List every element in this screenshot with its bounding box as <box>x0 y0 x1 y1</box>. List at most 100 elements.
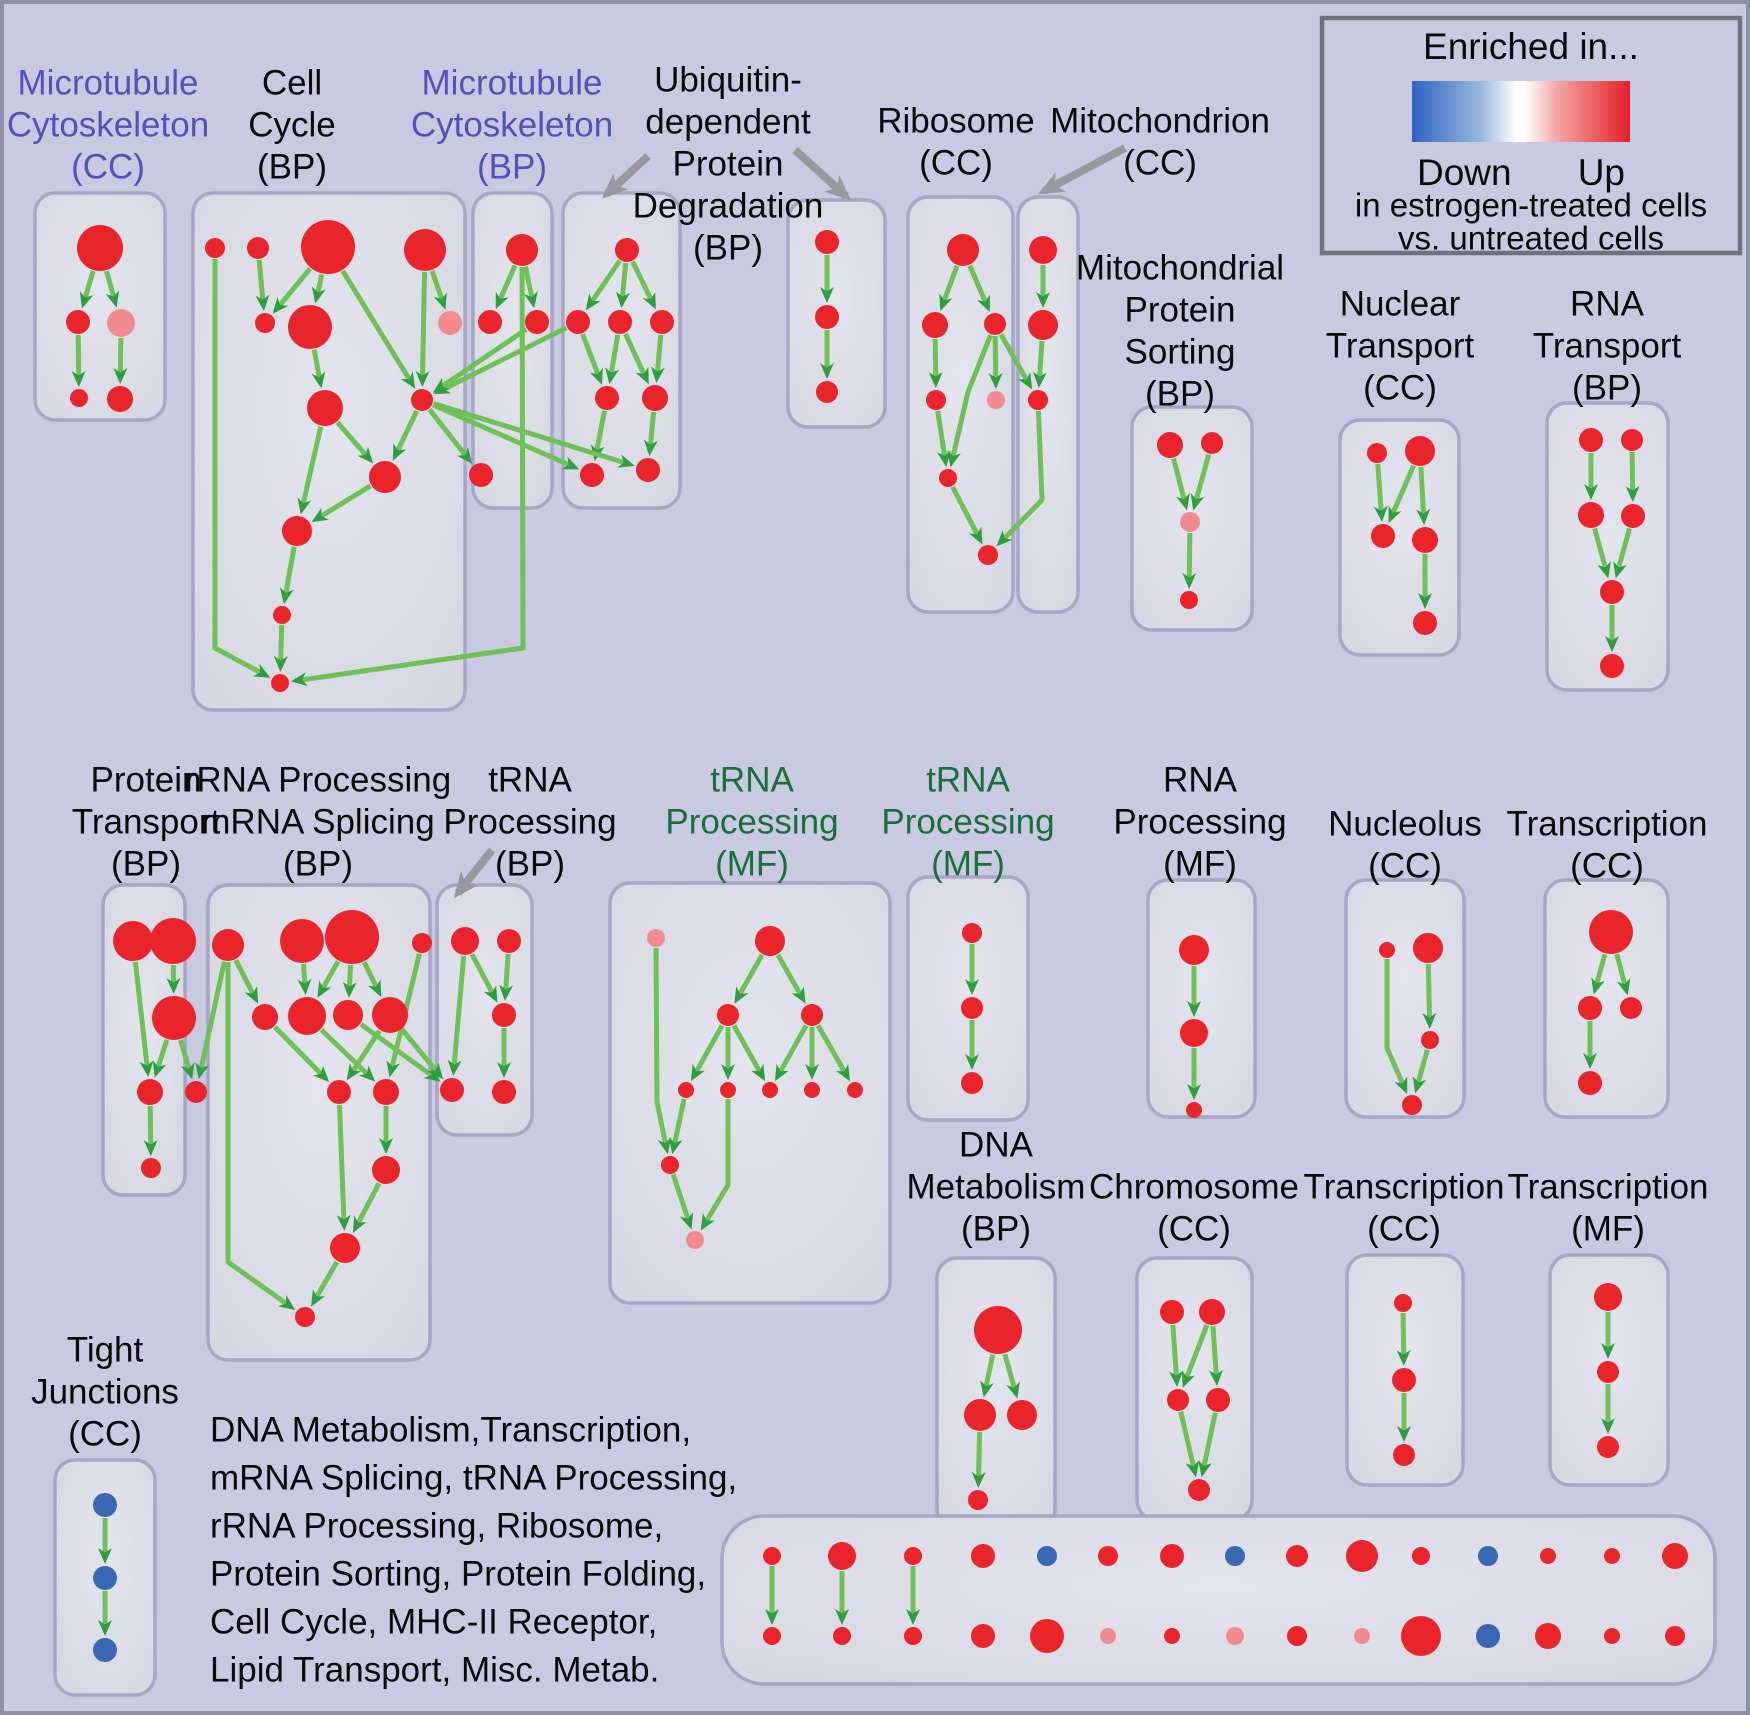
go-term-node <box>815 305 839 329</box>
edge-arrow <box>1614 953 1631 996</box>
collapsed-groups-note: Protein Sorting, Protein Folding, <box>210 1554 706 1593</box>
edge-arrow <box>1422 963 1437 1030</box>
edge-arrow <box>79 270 96 309</box>
go-term-node <box>255 313 275 333</box>
go-term-node <box>1186 1102 1202 1118</box>
edge-arrow <box>1396 1312 1411 1367</box>
go-term-node <box>1160 1544 1184 1568</box>
legend-up-label: Up <box>1578 152 1625 193</box>
go-term-node <box>1179 935 1209 965</box>
go-term-node <box>1346 1540 1378 1572</box>
label-ubiquitin-dependent-protein-degradation-bp: dependent <box>645 102 811 141</box>
label-trna-processing-mf-large: Processing <box>665 802 838 841</box>
edge-arrow <box>311 1260 340 1307</box>
edge-arrow <box>775 953 806 1004</box>
edge-arrow <box>400 1028 444 1080</box>
label-rna-transport-bp: (BP) <box>1572 368 1642 407</box>
go-term-node <box>1578 1071 1602 1095</box>
go-term-node <box>1413 933 1443 963</box>
edge-arrow <box>1171 457 1190 511</box>
label-mitochondrial-protein-sorting-bp: (BP) <box>1145 374 1215 413</box>
go-term-node <box>66 310 90 334</box>
edge-arrow <box>1625 451 1640 503</box>
go-term-node <box>1402 1095 1422 1115</box>
label-dna-metabolism-bp: Metabolism <box>907 1167 1086 1206</box>
edge-arrow <box>143 1105 158 1157</box>
go-term-node <box>686 1231 704 1249</box>
go-term-node <box>451 927 479 955</box>
go-term-node <box>288 997 326 1035</box>
group-box-nuclear-transport-cc <box>1338 418 1461 657</box>
go-term-node <box>636 458 660 482</box>
edge-arrow <box>971 1431 986 1489</box>
edge-arrow <box>317 960 341 998</box>
go-term-node <box>1412 1547 1430 1565</box>
label-tight-junctions-cc: Tight <box>67 1330 144 1369</box>
go-term-node <box>330 1233 360 1263</box>
go-term-node <box>307 390 343 426</box>
go-term-node <box>1393 1444 1415 1466</box>
label-rna-transport-bp: Transport <box>1533 326 1682 365</box>
go-term-node <box>271 674 289 692</box>
go-term-node <box>1578 996 1602 1020</box>
label-transcription-cc-bottom: Transcription <box>1304 1167 1505 1206</box>
go-term-node <box>580 463 604 487</box>
go-term-node <box>1354 1628 1370 1644</box>
go-term-node <box>1604 1548 1620 1564</box>
label-nucleolus-cc: (CC) <box>1368 846 1442 885</box>
label-rrna-processing-mrna-splicing-bp: mRNA Splicing <box>201 802 434 841</box>
callout-pointer-arrow-icon <box>601 153 651 199</box>
go-term-node <box>1180 591 1198 609</box>
collapsed-groups-note: rRNA Processing, Ribosome, <box>210 1506 663 1545</box>
edge-arrow <box>273 1025 330 1083</box>
edge-arrow <box>653 947 672 1155</box>
go-term-node <box>984 313 1006 335</box>
go-term-node <box>971 1624 995 1648</box>
edge-arrow <box>643 411 658 457</box>
go-term-node <box>295 1307 315 1327</box>
edge-arrow <box>950 485 983 545</box>
label-mitochondrion-cc: (CC) <box>1123 143 1197 182</box>
label-ubiquitin-dependent-protein-degradation-bp: Ubiquitin- <box>654 60 802 99</box>
go-term-node <box>440 1078 464 1102</box>
edge-arrow <box>152 1039 170 1078</box>
go-term-node <box>1597 1436 1619 1458</box>
label-protein-transport-bp: (BP) <box>111 844 181 883</box>
edge-arrow <box>1613 527 1632 579</box>
edge-arrow <box>233 958 259 1004</box>
go-term-node <box>642 385 668 411</box>
go-term-node <box>404 229 446 271</box>
edge-arrow <box>340 269 416 389</box>
label-trna-processing-bp: tRNA <box>488 760 572 799</box>
go-term-node <box>1620 997 1642 1019</box>
edge-arrow <box>996 410 1045 547</box>
label-cell-cycle-bp: (BP) <box>257 147 327 186</box>
go-term-node <box>615 238 639 262</box>
label-nucleolus-cc: Nucleolus <box>1328 804 1482 843</box>
label-nuclear-transport-cc: (CC) <box>1363 368 1437 407</box>
edge-arrow <box>1384 959 1408 1095</box>
edge-arrow <box>290 266 526 687</box>
edge-arrow <box>523 266 538 309</box>
edge-arrow <box>132 961 154 1078</box>
go-term-node <box>804 1082 820 1098</box>
legend-title: Enriched in... <box>1423 26 1639 67</box>
callout-pointer-arrow-icon <box>792 147 852 201</box>
go-term-node <box>372 997 408 1033</box>
go-term-node <box>373 1079 399 1105</box>
label-rna-processing-mf: RNA <box>1163 760 1238 799</box>
group-box-rna-processing-mf <box>1146 878 1257 1119</box>
nodes-layer <box>66 220 1688 1662</box>
go-term-node <box>1478 1546 1498 1566</box>
go-term-node <box>492 1080 516 1104</box>
label-transcription-cc-mid: (CC) <box>1570 846 1644 885</box>
edge-arrow <box>1412 1048 1430 1094</box>
edge-arrow <box>1182 532 1197 590</box>
go-term-node <box>717 1004 739 1026</box>
go-term-node <box>93 1638 117 1662</box>
go-term-node <box>1394 1294 1412 1312</box>
edge-arrow <box>998 333 1033 390</box>
collapsed-groups-note: Cell Cycle, MHC-II Receptor, <box>210 1602 657 1641</box>
go-term-node <box>333 1000 363 1030</box>
